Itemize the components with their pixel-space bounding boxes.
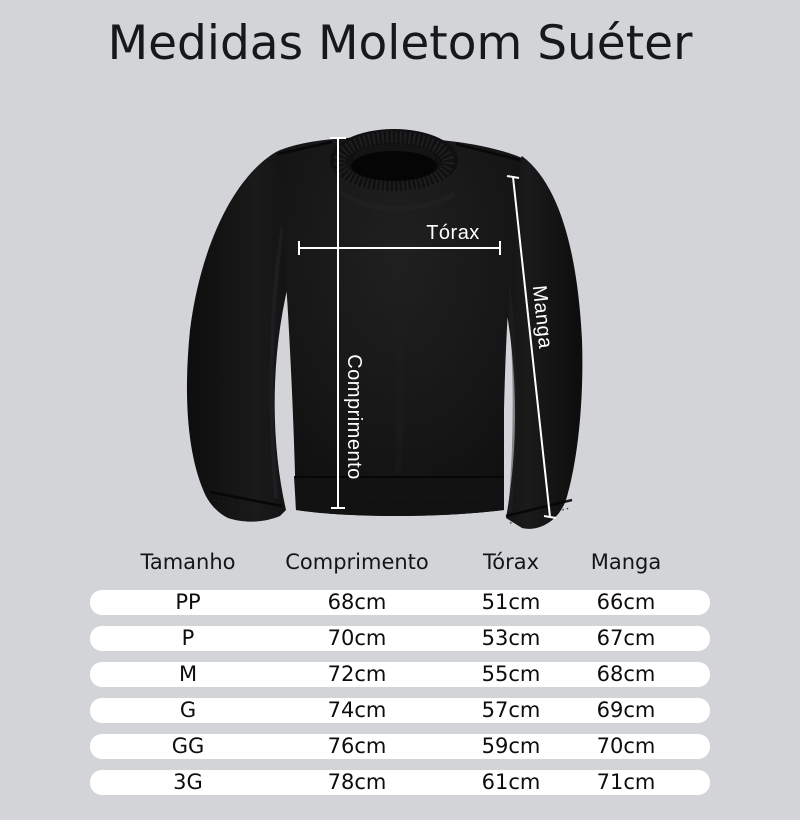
sleeve-line <box>512 176 551 518</box>
size-cell: G <box>179 698 197 722</box>
table-row: G 74cm 57cm 69cm <box>90 698 710 723</box>
body <box>276 136 522 516</box>
table-row: PP 68cm 51cm 66cm <box>90 590 710 615</box>
header-manga: Manga <box>590 550 662 574</box>
size-cell: 3G <box>173 770 203 794</box>
manga-cell: 68cm <box>596 662 656 686</box>
torax-cell: 51cm <box>481 590 541 614</box>
manga-cell: 71cm <box>596 770 656 794</box>
sweatshirt-illustration: Tórax Comprimento Manga <box>186 129 583 529</box>
comprimento-cell: 74cm <box>327 698 387 722</box>
header-tamanho: Tamanho <box>140 550 236 574</box>
table-row: GG 76cm 59cm 70cm <box>90 734 710 759</box>
torax-cell: 59cm <box>481 734 541 758</box>
measurement-lines <box>298 137 557 519</box>
size-cell: PP <box>175 590 201 614</box>
manga-cell: 70cm <box>596 734 656 758</box>
collar <box>330 129 458 193</box>
chest-measure-label: Tórax <box>426 222 480 244</box>
table-row: P 70cm 53cm 67cm <box>90 626 710 651</box>
page-title: Medidas Moletom Suéter <box>107 16 693 71</box>
size-table-header: Tamanho Comprimento Tórax Manga <box>90 550 710 578</box>
torax-cell: 55cm <box>481 662 541 686</box>
header-comprimento: Comprimento <box>285 550 429 574</box>
table-row: 3G 78cm 61cm 71cm <box>90 770 710 795</box>
size-table: Tamanho Comprimento Tórax Manga PP 68cm … <box>90 548 710 798</box>
torax-cell: 61cm <box>481 770 541 794</box>
comprimento-cell: 68cm <box>327 590 387 614</box>
header-torax: Tórax <box>482 550 540 574</box>
comprimento-cell: 78cm <box>327 770 387 794</box>
sweatshirt-measurement-diagram: Tórax Comprimento Manga <box>170 120 630 560</box>
size-cell: GG <box>171 734 205 758</box>
torax-cell: 53cm <box>481 626 541 650</box>
size-cell: M <box>178 662 198 686</box>
comprimento-cell: 72cm <box>327 662 387 686</box>
left-sleeve <box>186 152 295 522</box>
length-measure-label: Comprimento <box>343 354 365 480</box>
manga-cell: 69cm <box>596 698 656 722</box>
comprimento-cell: 76cm <box>327 734 387 758</box>
manga-cell: 66cm <box>596 590 656 614</box>
size-cell: P <box>181 626 195 650</box>
torax-cell: 57cm <box>481 698 541 722</box>
manga-cell: 67cm <box>596 626 656 650</box>
comprimento-cell: 70cm <box>327 626 387 650</box>
table-row: M 72cm 55cm 68cm <box>90 662 710 687</box>
